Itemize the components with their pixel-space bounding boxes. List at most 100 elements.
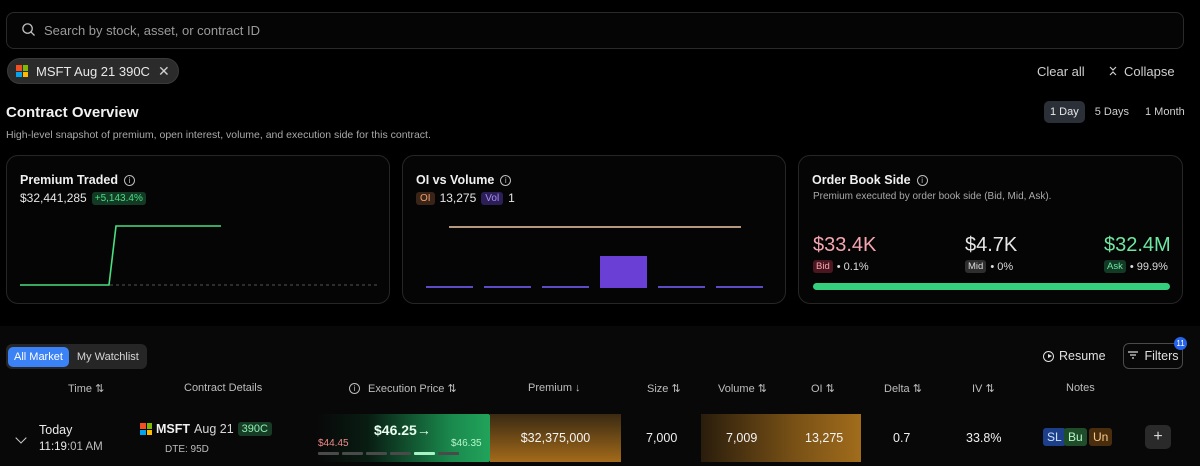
premium-sparkline [20,225,378,286]
row-contract: MSFT Aug 21 390C [140,422,272,436]
oi-tag: OI [416,191,435,205]
mid-column: $4.7K Mid • 0% [965,234,1017,273]
mid-tag: Mid [965,260,987,273]
header-size[interactable]: Size ⇅ [647,383,681,395]
exec-low-value: $44.45 [318,438,349,449]
row-volume: 7,009 [726,431,758,445]
ask-value: $32.4M [1104,234,1171,256]
mid-pct: • 0% [990,260,1014,273]
oi-volume-chart [426,226,763,288]
header-volume[interactable]: Volume ⇅ [718,383,767,395]
exec-range-track [318,452,459,455]
chip-label: MSFT Aug 21 390C [36,63,150,79]
premium-traded-card: Premium Traded i $32,441,285 +5,143.4% [6,155,390,304]
volume-bar [484,286,531,288]
header-oi[interactable]: OI ⇅ [811,383,835,395]
play-icon [1043,350,1054,362]
info-icon[interactable]: i [500,174,512,186]
oi-volume-values: OI 13,275 Vol 1 [416,191,515,205]
oi-vs-volume-title: OI vs Volume i [416,173,512,187]
row-strike: 390C [237,422,272,436]
note-tag-un: Un [1089,428,1113,446]
row-oi: 13,275 [805,431,844,445]
filters-label: Filters [1144,349,1179,363]
info-icon[interactable]: i [123,174,135,186]
range-selector: 1 Day 5 Days 1 Month [1044,101,1191,123]
microsoft-logo-icon [16,65,28,77]
volume-bar [716,286,763,288]
resume-label: Resume [1059,349,1106,363]
volume-bar [658,286,705,288]
premium-traded-value-row: $32,441,285 +5,143.4% [20,191,146,205]
order-book-bar [813,283,1170,290]
flow-table-section: All Market My Watchlist Resume Filters 1… [0,326,1200,466]
page-subtitle: High-level snapshot of premium, open int… [6,129,431,141]
row-expiry: Aug 21 [194,422,234,436]
order-book-side-title: Order Book Side i [812,173,928,187]
close-icon[interactable]: ✕ [157,62,170,79]
contract-chip[interactable]: MSFT Aug 21 390C ✕ [7,58,179,84]
info-icon[interactable]: i [349,383,360,394]
ask-pct: • 99.9% [1129,260,1168,273]
range-1-month[interactable]: 1 Month [1145,106,1185,118]
add-note-button[interactable]: + [1145,425,1171,449]
volume-bar [600,256,647,288]
header-time[interactable]: Time ⇅ [68,383,105,395]
chevron-down-icon[interactable] [15,432,27,444]
header-contract-details[interactable]: Contract Details [184,382,263,394]
tab-all-market[interactable]: All Market [8,346,69,367]
bid-value: $33.4K [813,234,877,256]
collapse-button[interactable]: Collapse [1108,64,1175,79]
market-toggle: All Market My Watchlist [6,344,147,369]
search-bar[interactable] [6,12,1184,49]
collapse-icon [1108,64,1118,79]
ask-column: $32.4M Ask • 99.9% [1104,234,1171,273]
premium-line [20,225,221,286]
order-book-subtitle: Premium executed by order book side (Bid… [813,191,1052,202]
tab-my-watchlist[interactable]: My Watchlist [76,350,139,363]
filters-button[interactable]: Filters 11 [1123,337,1187,369]
row-execution-price: $46.25→ $44.45 $46.35 [316,414,490,462]
header-notes: Notes [1066,382,1095,394]
clear-all-button[interactable]: Clear all [1037,64,1085,79]
premium-change-badge: +5,143.4% [91,191,146,205]
vol-tag: Vol [481,191,504,205]
row-delta: 0.7 [893,431,911,445]
vol-value: 1 [508,191,515,205]
microsoft-logo-icon [140,423,152,435]
oi-vs-volume-card: OI vs Volume i OI 13,275 Vol 1 [402,155,786,304]
bid-pct: • 0.1% [836,260,869,273]
row-premium: $32,375,000 [490,414,621,462]
search-icon [21,22,36,40]
ask-tag: Ask [1104,260,1126,273]
row-volume-oi-cell: 7,009 13,275 [701,414,861,462]
range-5-days[interactable]: 5 Days [1094,106,1129,118]
info-icon[interactable]: i [916,174,928,186]
row-dte: DTE: 95D [165,444,209,455]
volume-bar [426,286,473,288]
header-premium[interactable]: Premium ↓ [528,382,581,394]
resume-button[interactable]: Resume [1043,349,1106,363]
page-title: Contract Overview [6,104,139,121]
premium-traded-title: Premium Traded i [20,173,135,187]
header-iv[interactable]: IV ⇅ [972,383,995,395]
exec-high-value: $46.35 [451,438,482,449]
mid-value: $4.7K [965,234,1018,256]
note-tag-bu: Bu [1064,428,1087,446]
bid-tag: Bid [813,260,833,273]
exec-price-value: $46.25→ [374,422,431,438]
header-execution-price[interactable]: i Execution Price ⇅ [349,382,457,395]
volume-bar [542,286,589,288]
row-size: 7,000 [646,431,678,445]
filter-icon [1127,349,1139,363]
note-tag-sl: SL [1043,428,1066,446]
header-delta[interactable]: Delta ⇅ [884,383,922,395]
bid-column: $33.4K Bid • 0.1% [813,234,876,273]
oi-value: 13,275 [439,191,477,205]
row-iv: 33.8% [966,431,1002,445]
search-input[interactable] [44,23,944,38]
row-time: 11:19:01 AM [39,441,103,453]
range-1-day[interactable]: 1 Day [1044,101,1085,123]
filter-count-badge: 11 [1174,337,1187,350]
order-book-side-card: Order Book Side i Premium executed by or… [798,155,1183,304]
